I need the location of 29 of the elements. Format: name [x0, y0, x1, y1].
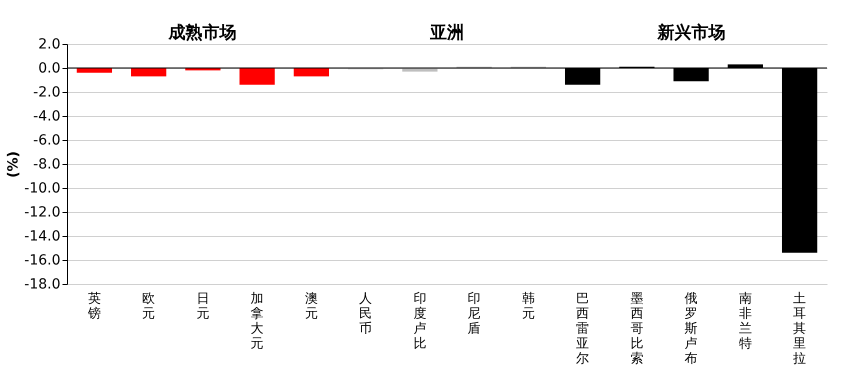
y-tick-label: 0.0	[38, 60, 60, 76]
x-tick-label: 日元	[196, 292, 210, 322]
text: 亚洲	[429, 23, 464, 43]
x-tick-label: 英镑	[86, 292, 101, 322]
y-axis-title: (%)	[5, 151, 22, 178]
x-tick-label: 加拿大元	[250, 292, 264, 352]
text: 成熟市场	[168, 23, 237, 43]
x-tick-label: 印尼盾	[468, 292, 481, 336]
x-tick-label: 人民币	[359, 292, 372, 336]
x-tick-label: 巴西雷亚尔	[576, 292, 590, 366]
y-tick-label: -10.0	[24, 180, 60, 196]
text: 新兴市场	[656, 23, 726, 43]
x-tick-label: 南非兰特	[738, 292, 752, 352]
y-tick-label: -8.0	[33, 156, 60, 172]
x-tick-label: 印度卢比	[413, 292, 426, 352]
y-tick-label: -16.0	[24, 252, 60, 268]
y-tick-label: -6.0	[33, 132, 60, 148]
y-tick-label: -2.0	[33, 84, 60, 100]
x-tick-label: 欧元	[142, 292, 156, 322]
x-tick-label: 韩元	[522, 292, 535, 322]
x-tick-label: 墨西哥比索	[630, 292, 644, 366]
y-tick-label: -12.0	[24, 204, 60, 220]
x-tick-label: 俄罗斯卢布	[684, 292, 698, 366]
y-tick-label: 2.0	[38, 36, 60, 52]
y-tick-label: -18.0	[24, 276, 60, 292]
x-tick-label: 澳元	[304, 292, 318, 322]
x-tick-label: 土耳其里拉	[793, 292, 806, 366]
y-tick-label: -4.0	[33, 108, 60, 124]
y-tick-label: -14.0	[24, 228, 60, 244]
